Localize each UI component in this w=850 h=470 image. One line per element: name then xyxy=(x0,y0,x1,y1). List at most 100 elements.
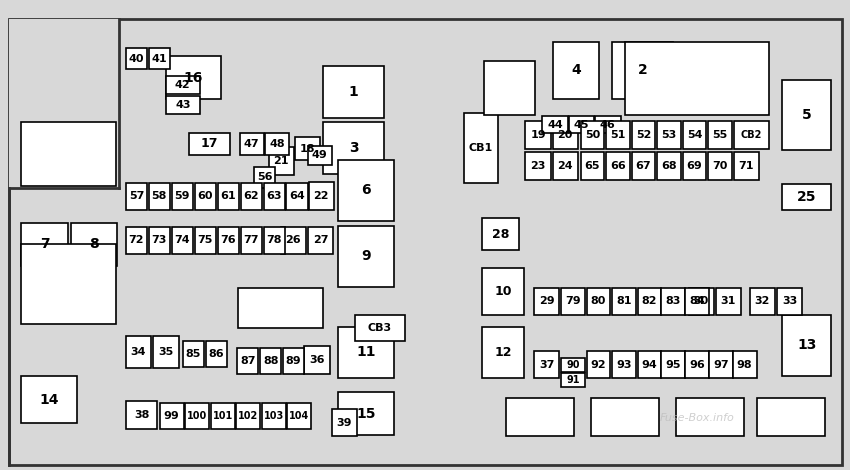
FancyBboxPatch shape xyxy=(149,183,170,210)
FancyBboxPatch shape xyxy=(21,223,68,266)
Text: 44: 44 xyxy=(547,119,563,130)
Text: Fuse-Box.info: Fuse-Box.info xyxy=(660,413,734,423)
Text: 23: 23 xyxy=(530,161,546,171)
Text: 37: 37 xyxy=(539,360,554,370)
Text: 85: 85 xyxy=(185,349,201,359)
Text: 4: 4 xyxy=(571,63,581,78)
FancyBboxPatch shape xyxy=(21,376,76,423)
Text: 8: 8 xyxy=(89,237,99,251)
Text: 95: 95 xyxy=(666,360,681,370)
FancyBboxPatch shape xyxy=(657,121,681,149)
Text: 93: 93 xyxy=(616,360,632,370)
FancyBboxPatch shape xyxy=(264,183,285,210)
FancyBboxPatch shape xyxy=(309,182,334,210)
FancyBboxPatch shape xyxy=(126,48,147,69)
Text: 65: 65 xyxy=(585,161,600,171)
FancyBboxPatch shape xyxy=(149,48,170,69)
FancyBboxPatch shape xyxy=(612,351,636,378)
Text: 76: 76 xyxy=(220,235,236,245)
Text: 7: 7 xyxy=(40,237,49,251)
FancyBboxPatch shape xyxy=(685,288,709,315)
FancyBboxPatch shape xyxy=(126,183,147,210)
Text: 56: 56 xyxy=(257,172,273,182)
Text: 61: 61 xyxy=(220,191,236,202)
FancyBboxPatch shape xyxy=(338,392,394,435)
Text: 28: 28 xyxy=(492,227,509,241)
Text: 63: 63 xyxy=(266,191,282,202)
Text: 92: 92 xyxy=(591,360,606,370)
Text: 10: 10 xyxy=(495,285,512,298)
FancyBboxPatch shape xyxy=(308,146,332,164)
Text: 62: 62 xyxy=(243,191,259,202)
FancyBboxPatch shape xyxy=(172,183,193,210)
FancyBboxPatch shape xyxy=(484,61,536,115)
Text: 15: 15 xyxy=(356,407,376,421)
Text: 53: 53 xyxy=(661,130,677,140)
FancyBboxPatch shape xyxy=(552,121,578,149)
FancyBboxPatch shape xyxy=(676,398,744,436)
FancyBboxPatch shape xyxy=(126,336,151,368)
Text: 66: 66 xyxy=(610,161,626,171)
Text: 72: 72 xyxy=(128,235,144,245)
FancyBboxPatch shape xyxy=(338,226,394,287)
Text: 39: 39 xyxy=(337,417,352,428)
FancyBboxPatch shape xyxy=(237,348,258,374)
Text: 82: 82 xyxy=(642,296,657,306)
Text: 96: 96 xyxy=(689,360,705,370)
FancyBboxPatch shape xyxy=(211,403,235,429)
Text: 73: 73 xyxy=(151,235,167,245)
FancyBboxPatch shape xyxy=(606,152,630,180)
FancyBboxPatch shape xyxy=(338,327,394,378)
Text: 9: 9 xyxy=(361,249,371,263)
Text: 67: 67 xyxy=(636,161,651,171)
FancyBboxPatch shape xyxy=(21,122,116,186)
FancyBboxPatch shape xyxy=(236,403,260,429)
Text: 5: 5 xyxy=(802,108,812,122)
FancyBboxPatch shape xyxy=(269,147,294,175)
FancyBboxPatch shape xyxy=(254,167,275,188)
Text: 87: 87 xyxy=(240,356,256,366)
Text: 102: 102 xyxy=(238,411,258,421)
Text: 103: 103 xyxy=(264,411,284,421)
Text: 16: 16 xyxy=(184,70,203,85)
FancyBboxPatch shape xyxy=(612,42,673,99)
FancyBboxPatch shape xyxy=(189,133,230,155)
FancyBboxPatch shape xyxy=(782,184,831,210)
FancyBboxPatch shape xyxy=(782,315,831,376)
FancyBboxPatch shape xyxy=(126,227,147,254)
FancyBboxPatch shape xyxy=(685,351,709,378)
Text: 14: 14 xyxy=(39,392,59,407)
Text: 54: 54 xyxy=(687,130,702,140)
FancyBboxPatch shape xyxy=(716,288,741,315)
Text: 52: 52 xyxy=(636,130,651,140)
Text: 59: 59 xyxy=(174,191,190,202)
FancyBboxPatch shape xyxy=(304,346,330,374)
FancyBboxPatch shape xyxy=(286,183,308,210)
FancyBboxPatch shape xyxy=(708,152,732,180)
Text: 32: 32 xyxy=(755,296,770,306)
Text: 13: 13 xyxy=(797,338,816,352)
FancyBboxPatch shape xyxy=(166,96,200,114)
FancyBboxPatch shape xyxy=(280,227,306,254)
FancyBboxPatch shape xyxy=(166,76,200,94)
FancyBboxPatch shape xyxy=(638,288,661,315)
FancyBboxPatch shape xyxy=(606,121,630,149)
Text: 18: 18 xyxy=(300,143,315,154)
FancyBboxPatch shape xyxy=(733,351,757,378)
Text: 101: 101 xyxy=(212,411,233,421)
FancyBboxPatch shape xyxy=(683,152,706,180)
FancyBboxPatch shape xyxy=(206,341,227,367)
FancyBboxPatch shape xyxy=(632,121,655,149)
FancyBboxPatch shape xyxy=(295,137,320,160)
Text: 26: 26 xyxy=(286,235,301,245)
Text: 50: 50 xyxy=(585,130,600,140)
FancyBboxPatch shape xyxy=(661,288,685,315)
Text: 38: 38 xyxy=(133,410,150,420)
FancyBboxPatch shape xyxy=(149,227,170,254)
FancyBboxPatch shape xyxy=(172,227,193,254)
FancyBboxPatch shape xyxy=(338,160,394,221)
Text: 83: 83 xyxy=(666,296,681,306)
Text: 3: 3 xyxy=(348,141,359,155)
Text: 68: 68 xyxy=(661,161,677,171)
FancyBboxPatch shape xyxy=(218,183,239,210)
